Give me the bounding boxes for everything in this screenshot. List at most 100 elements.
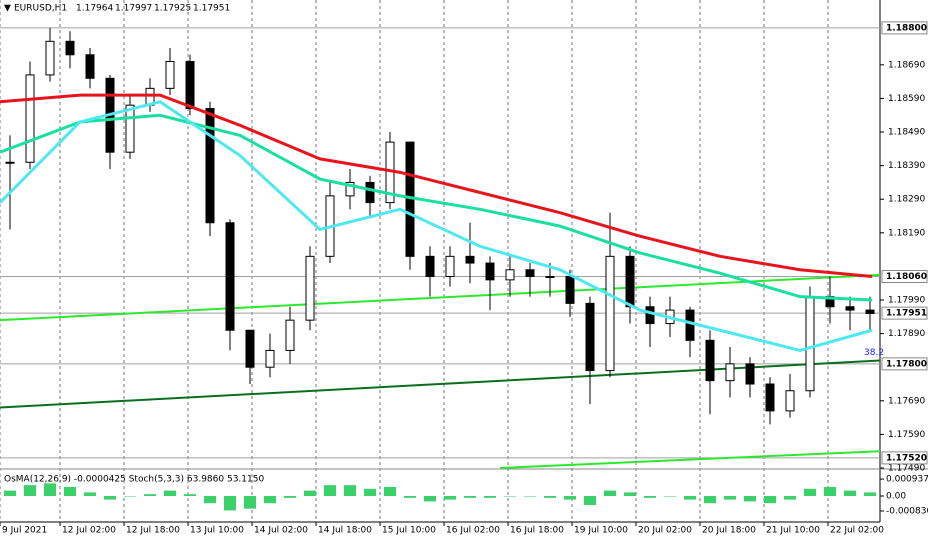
y-tick-label: 1.17490 bbox=[888, 464, 925, 474]
candle-body bbox=[365, 181, 375, 204]
y-tick-label: 1.17590 bbox=[888, 430, 925, 440]
osma-bar bbox=[604, 490, 616, 496]
x-tick-label: 15 Jul 10:00 bbox=[382, 526, 436, 536]
level-label: 1.17520 bbox=[886, 453, 927, 463]
symbol: EURUSD,H1 bbox=[14, 4, 67, 14]
candle-body bbox=[25, 74, 35, 163]
candle-body bbox=[845, 306, 855, 311]
candle-body bbox=[85, 54, 95, 79]
candle-body bbox=[245, 329, 255, 368]
candle-body bbox=[65, 40, 75, 56]
osma-bar bbox=[284, 496, 296, 498]
osc-tick-label: -0.000830 bbox=[886, 506, 928, 516]
y-tick-label: 1.18390 bbox=[888, 161, 925, 171]
osma-bar bbox=[724, 496, 736, 500]
oscillator-label: OsMA(12,26,9) -0.0000425 Stoch(5,3,3) 63… bbox=[4, 475, 264, 485]
osma-bar bbox=[64, 486, 76, 496]
osma-bar bbox=[624, 492, 636, 496]
osma-bar bbox=[664, 496, 676, 497]
candle-body bbox=[685, 309, 695, 341]
osma-bar bbox=[844, 490, 856, 496]
x-tick-label: 20 Jul 02:00 bbox=[638, 526, 692, 536]
osma-bar bbox=[44, 483, 56, 496]
x-tick-label: 9 Jul 2021 bbox=[2, 526, 47, 536]
moving-average bbox=[0, 113, 873, 302]
candle-body bbox=[525, 269, 535, 277]
osma-bar bbox=[764, 496, 776, 504]
level-label: 1.18060 bbox=[886, 272, 927, 282]
osma-bar bbox=[244, 496, 256, 509]
candle-body bbox=[305, 255, 315, 321]
quote: 1.17951 bbox=[193, 4, 230, 14]
y-tick-label: 1.18590 bbox=[888, 94, 925, 104]
osma-bar bbox=[544, 496, 556, 498]
osma-bar bbox=[584, 496, 596, 506]
osma-bar bbox=[304, 490, 316, 496]
osma-bar bbox=[824, 486, 836, 496]
osma-bar bbox=[384, 486, 396, 496]
level-box bbox=[881, 357, 928, 371]
osma-bar bbox=[564, 496, 576, 500]
level-box bbox=[881, 306, 928, 320]
osma-bar bbox=[24, 485, 36, 496]
osma-bar bbox=[804, 488, 816, 496]
x-tick-label: 12 Jul 02:00 bbox=[62, 526, 116, 536]
osma-bar bbox=[204, 496, 216, 504]
osma-bar bbox=[184, 494, 196, 496]
osma-bar bbox=[104, 496, 116, 500]
osc-tick-label: 0.00 bbox=[886, 492, 906, 502]
osma-bar bbox=[684, 496, 696, 500]
x-tick-label: 13 Jul 10:00 bbox=[190, 526, 244, 536]
osma-bar bbox=[144, 494, 156, 496]
y-tick-label: 1.18690 bbox=[888, 60, 925, 70]
candle-body bbox=[705, 339, 715, 382]
candle-body bbox=[505, 269, 515, 281]
x-tick-label: 14 Jul 18:00 bbox=[318, 526, 372, 536]
y-tick-label: 1.17890 bbox=[888, 329, 925, 339]
level-box bbox=[881, 21, 928, 35]
osma-bar bbox=[344, 485, 356, 496]
osma-bar bbox=[424, 496, 436, 502]
osma-bar bbox=[264, 496, 276, 504]
level-box bbox=[881, 269, 928, 283]
x-tick-label: 16 Jul 02:00 bbox=[446, 526, 500, 536]
osma-bar bbox=[504, 496, 516, 497]
x-tick-label: 19 Jul 10:00 bbox=[574, 526, 628, 536]
osc-tick-label: 0.000937 bbox=[886, 475, 928, 485]
candle-body bbox=[725, 363, 735, 382]
candle-body bbox=[125, 104, 135, 153]
moving-average bbox=[0, 93, 873, 278]
candle-body bbox=[445, 255, 455, 277]
x-tick-label: 21 Jul 10:00 bbox=[766, 526, 820, 536]
osma-bar bbox=[464, 496, 476, 498]
level-label: 1.18800 bbox=[886, 23, 927, 33]
candle-body bbox=[465, 255, 475, 264]
y-tick-label: 1.17690 bbox=[888, 396, 925, 406]
quote: 1.17964 bbox=[76, 4, 113, 14]
candle-body bbox=[165, 60, 175, 89]
candle-body bbox=[605, 255, 615, 372]
trendline bbox=[499, 450, 881, 469]
candle-body bbox=[425, 255, 435, 277]
candle-body bbox=[625, 255, 635, 308]
osma-bar bbox=[4, 490, 16, 496]
osma-bar bbox=[524, 496, 536, 497]
candle-body bbox=[545, 275, 555, 278]
candle-body bbox=[805, 296, 815, 392]
candle-body bbox=[745, 363, 755, 385]
osma-bar bbox=[224, 496, 236, 511]
candle-body bbox=[565, 275, 575, 304]
candle-body bbox=[485, 262, 495, 281]
osma-bar bbox=[744, 496, 756, 502]
x-tick-label: 14 Jul 02:00 bbox=[254, 526, 308, 536]
x-tick-label: 12 Jul 18:00 bbox=[126, 526, 180, 536]
osma-bar bbox=[784, 496, 796, 500]
candle-body bbox=[265, 349, 275, 368]
candle-body bbox=[765, 383, 775, 412]
x-tick-label: 16 Jul 18:00 bbox=[510, 526, 564, 536]
osma-bar bbox=[164, 490, 176, 496]
osma-bar bbox=[704, 496, 716, 504]
